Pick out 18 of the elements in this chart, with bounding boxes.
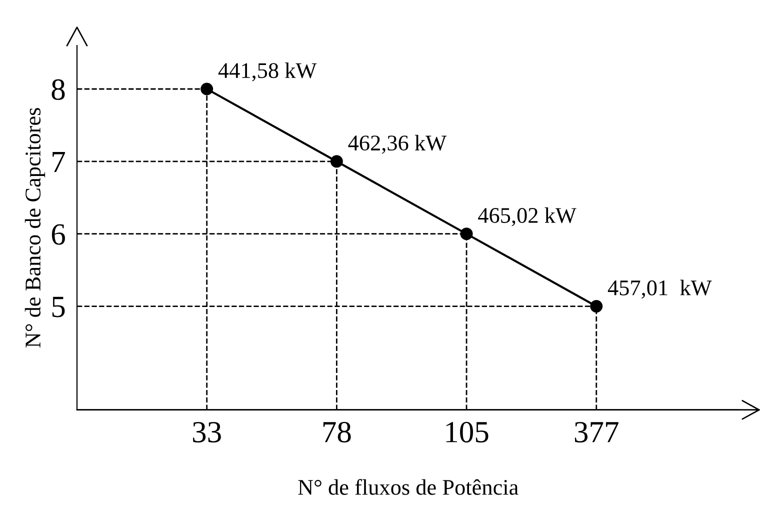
annotation: 465,02 kW <box>478 207 576 226</box>
y-tick-label: 6 <box>52 224 65 245</box>
point <box>590 300 603 313</box>
x-axis-title: N° de fluxos de Potência <box>298 479 518 495</box>
annotation: 441,58 kW <box>218 62 317 82</box>
x-tick-label: 78 <box>323 422 351 442</box>
point <box>330 155 343 168</box>
x-tick-label: 33 <box>193 422 221 442</box>
y-tick-label: 7 <box>52 152 66 172</box>
point <box>460 228 473 240</box>
x-tick-label: 377 <box>574 422 618 442</box>
annotation: 457,01 kW <box>608 280 712 299</box>
point <box>200 82 214 96</box>
y-tick-label: 5 <box>52 296 65 318</box>
annotation: 462,36 kW <box>348 134 447 154</box>
y-axis-title: N° de Banco de Capcitores <box>24 108 46 348</box>
y-tick-label: 8 <box>52 79 65 100</box>
x-tick-label: 105 <box>446 422 488 442</box>
